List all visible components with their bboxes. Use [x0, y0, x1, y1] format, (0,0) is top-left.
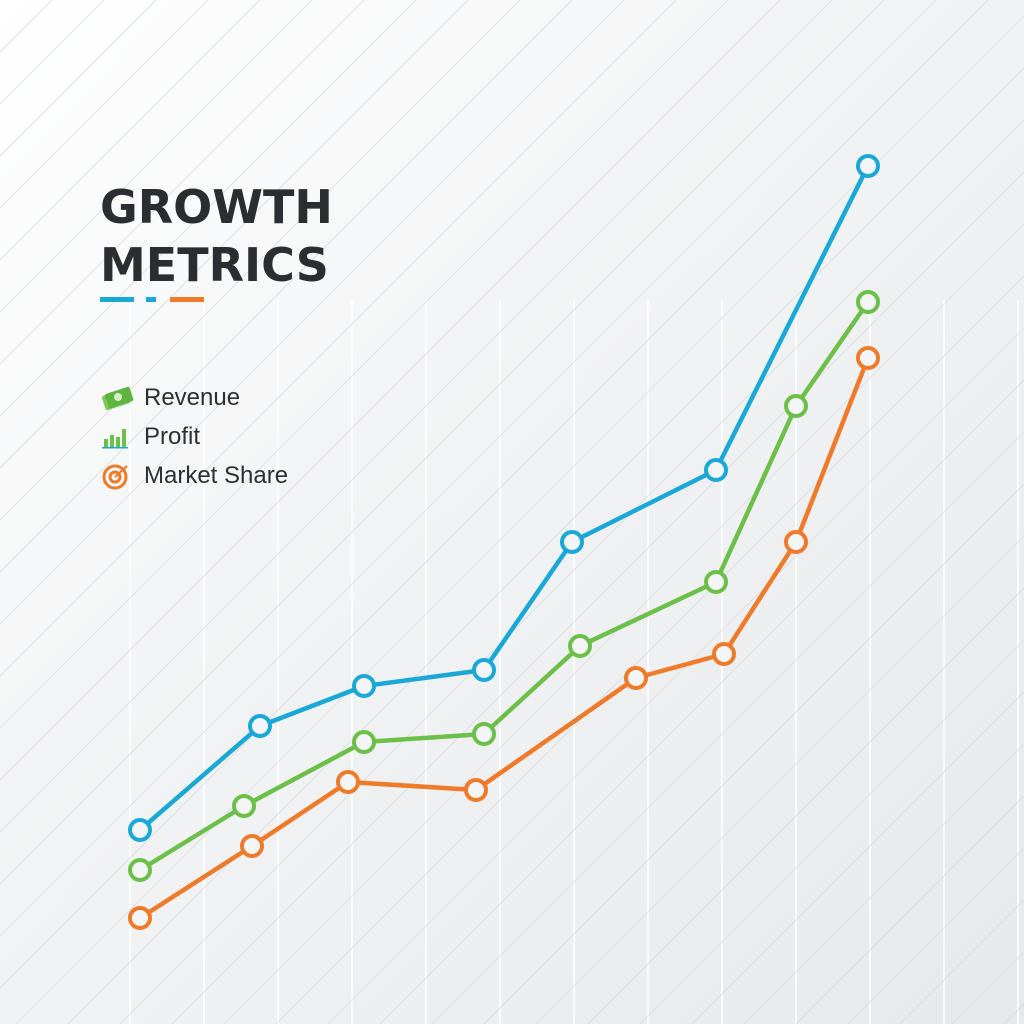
data-point: [232, 794, 256, 818]
hatch-line: [691, 691, 1024, 1024]
hatch-line: [0, 0, 885, 885]
hatch-line: [0, 0, 989, 989]
data-point: [352, 674, 376, 698]
hatch-line: [0, 0, 781, 781]
data-point: [472, 658, 496, 682]
data-point: [784, 394, 808, 418]
data-point: [464, 778, 488, 802]
hatch-line: [275, 275, 1024, 1024]
hatch-line: [0, 0, 625, 625]
hatch-line: [639, 639, 1024, 1024]
hatch-line: [379, 379, 1024, 1024]
data-point: [856, 154, 880, 178]
data-point: [472, 722, 496, 746]
legend-label: Profit: [144, 422, 201, 450]
series-line-profit: [138, 300, 870, 872]
hatch-line: [0, 0, 573, 573]
hatch-line: [847, 847, 1024, 1024]
legend-item-revenue: Revenue: [100, 378, 288, 417]
hatch-line: [0, 0, 365, 365]
legend-label: Market Share: [144, 461, 289, 489]
series-line-market-share: [138, 357, 871, 920]
data-point: [856, 290, 880, 314]
hatch-line: [0, 0, 729, 729]
data-point: [712, 642, 736, 666]
hatch-line: [0, 0, 417, 417]
legend-item-market-share: Market Share: [100, 456, 288, 495]
hatch-line: [171, 171, 1024, 1024]
hatch-line: [223, 223, 1024, 1024]
hatch-line: [0, 0, 937, 937]
hatch-line: [0, 0, 261, 261]
data-point: [128, 858, 152, 882]
hatch-line: [535, 535, 1024, 1024]
hatch-line: [483, 483, 1024, 1024]
hatch-line: [0, 0, 209, 209]
hatch-line: [587, 587, 1024, 1024]
data-point: [624, 666, 648, 690]
hatch-line: [0, 0, 313, 313]
hatch-line: [0, 0, 469, 469]
data-point: [128, 906, 152, 930]
data-point: [240, 834, 264, 858]
money-bill-icon: [101, 386, 134, 410]
hatch-line: [0, 0, 521, 521]
data-point: [352, 730, 376, 754]
data-point: [568, 634, 592, 658]
hatch-line: [327, 327, 1024, 1024]
data-point: [128, 818, 152, 842]
data-point: [560, 530, 584, 554]
legend-label: Revenue: [144, 383, 241, 411]
data-point: [704, 458, 728, 482]
target-icon: [102, 464, 128, 489]
hatch-line: [795, 795, 1024, 1024]
title-underline: [100, 297, 210, 302]
bar-chart-icon: [102, 428, 128, 448]
data-point: [784, 530, 808, 554]
title-line-1: GROWTH: [100, 180, 333, 234]
data-point: [336, 770, 360, 794]
hatch-line: [0, 0, 677, 677]
legend: Revenue Profit Market Share: [100, 378, 288, 495]
data-point: [704, 570, 728, 594]
hatch-line: [0, 0, 833, 833]
hatch-line: [431, 431, 1024, 1024]
data-point: [856, 346, 880, 370]
page-title: GROWTH METRICS: [100, 178, 333, 294]
data-point: [248, 714, 272, 738]
title-line-2: METRICS: [100, 238, 329, 292]
legend-item-profit: Profit: [100, 417, 288, 456]
hatch-line: [743, 743, 1024, 1024]
